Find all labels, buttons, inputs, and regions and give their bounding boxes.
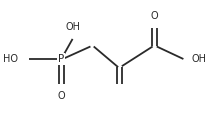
Text: O: O: [151, 11, 159, 21]
Text: P: P: [58, 54, 64, 64]
Text: OH: OH: [192, 54, 207, 64]
Text: HO: HO: [3, 54, 18, 64]
Text: OH: OH: [65, 22, 80, 32]
Text: O: O: [58, 91, 65, 101]
